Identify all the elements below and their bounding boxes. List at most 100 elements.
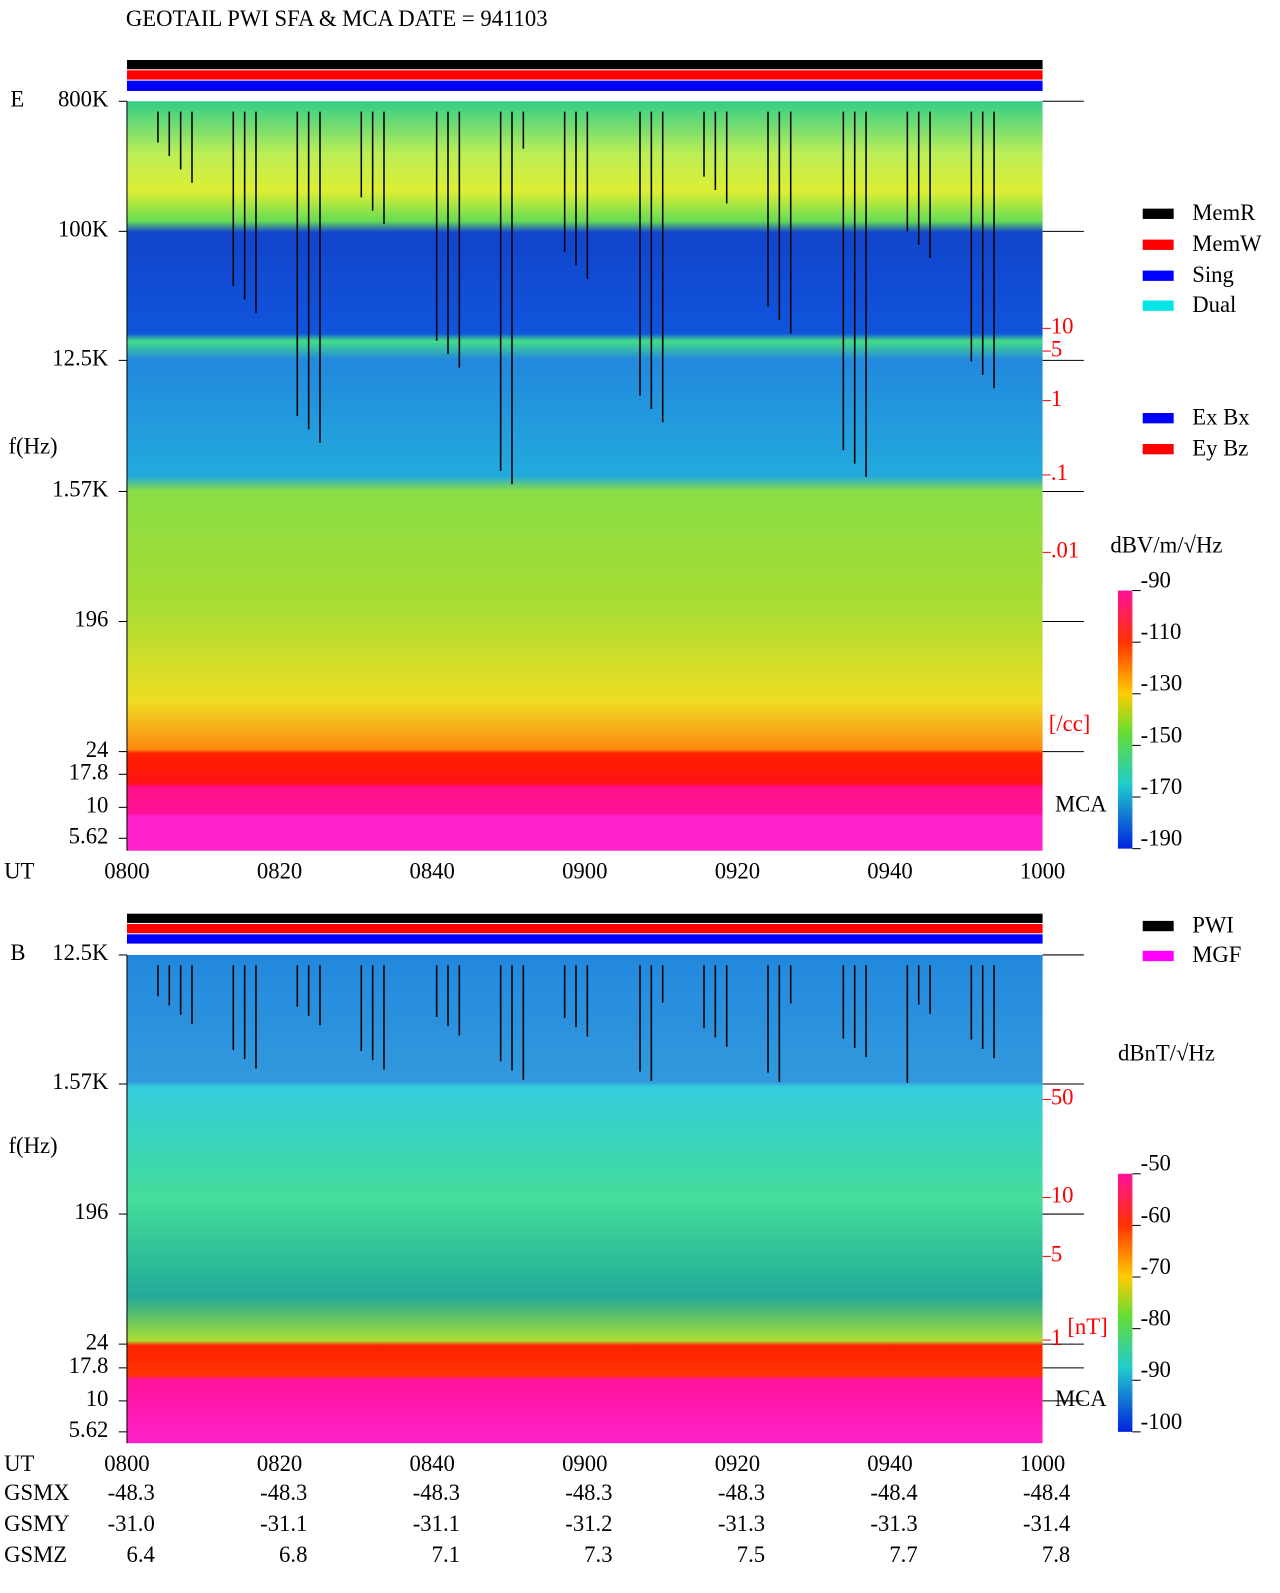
orbit-value: 7.1 [432, 1542, 460, 1567]
orbit-value: -31.3 [718, 1511, 765, 1536]
time-tick-label: 0840 [409, 859, 454, 884]
time-tick-label: 0940 [867, 859, 912, 884]
time-tick-label: 0800 [104, 859, 149, 884]
freq-tick-label: 800K [58, 86, 109, 111]
scale-tick-label: 5 [1051, 336, 1062, 361]
freq-tick-label: 10 [86, 1386, 109, 1411]
freq-tick-label: 17.8 [69, 1353, 109, 1378]
orbit-value: 7.7 [889, 1542, 917, 1567]
time-tick-label: 0820 [257, 859, 302, 884]
orbit-value: -48.3 [718, 1480, 765, 1505]
freq-tick-label: 24 [86, 737, 109, 762]
scale-tick-label: 10 [1051, 314, 1074, 339]
orbit-label: GSMY [4, 1511, 70, 1536]
colorbar-tick-label: -70 [1141, 1254, 1171, 1279]
legend-swatch [1142, 920, 1174, 932]
freq-tick-label: 17.8 [69, 760, 109, 785]
time-tick-label: 0820 [257, 1451, 302, 1476]
orbit-value: -48.3 [413, 1480, 460, 1505]
time-tick-label: 0840 [409, 1451, 454, 1476]
colorbar-unit: dBnT/√Hz [1118, 1040, 1215, 1065]
orbit-value: -31.1 [260, 1511, 307, 1536]
orbit-value: -48.4 [870, 1480, 917, 1505]
orbit-value: -48.4 [1023, 1480, 1070, 1505]
colorbar-tick-label: -110 [1141, 619, 1182, 644]
legend-label: Ex Bx [1192, 404, 1250, 429]
y-axis-label: f(Hz) [8, 433, 57, 458]
time-label: UT [4, 859, 34, 884]
colorbar-tick-label: -80 [1141, 1306, 1171, 1331]
orbit-value: -48.3 [565, 1480, 612, 1505]
colorbar-e [1117, 590, 1133, 849]
time-tick-label: 0800 [104, 1451, 149, 1476]
scale-tick-label: 50 [1051, 1085, 1074, 1110]
time-tick-label: 0900 [562, 859, 607, 884]
scale-unit: [nT] [1067, 1314, 1107, 1339]
freq-tick-label: 12.5K [52, 940, 109, 965]
scale-tick-label: .1 [1051, 460, 1068, 485]
legend-swatch [1142, 208, 1174, 219]
freq-tick-label: 100K [58, 217, 109, 242]
orbit-value: -31.4 [1023, 1511, 1070, 1536]
orbit-value: -31.1 [413, 1511, 460, 1536]
scale-unit: [/cc] [1049, 711, 1091, 736]
spectrogram-e [126, 101, 1043, 851]
colorbar-tick-label: -170 [1141, 774, 1183, 799]
legend-swatch [1142, 950, 1174, 962]
time-tick-label: 0920 [715, 859, 760, 884]
orbit-value: 6.4 [126, 1542, 154, 1567]
freq-tick-label: 24 [86, 1329, 109, 1354]
status-bars [126, 59, 1043, 944]
colorbar-tick-label: -50 [1141, 1151, 1171, 1176]
title: GEOTAIL PWI SFA & MCA DATE = 941103 [126, 6, 548, 31]
freq-tick-label: 1.57K [52, 477, 109, 502]
time-tick-label: 0900 [562, 1451, 607, 1476]
orbit-value: 7.3 [584, 1542, 612, 1567]
legend-label: PWI [1192, 912, 1234, 937]
scale-tick-label: 5 [1051, 1242, 1062, 1267]
orbit-value: -31.3 [870, 1511, 917, 1536]
legend-swatch [1142, 300, 1174, 311]
orbit-value: 7.8 [1042, 1542, 1070, 1567]
mca-label: MCA [1055, 1386, 1107, 1411]
legend-label: MGF [1192, 942, 1241, 967]
panel-label: B [10, 940, 25, 965]
legend-label: MemR [1192, 200, 1256, 225]
mca-label: MCA [1055, 792, 1107, 817]
freq-tick-label: 1.57K [52, 1069, 109, 1094]
time-tick-label: 1000 [1020, 1451, 1065, 1476]
orbit-label: GSMZ [4, 1542, 67, 1567]
time-label: UT [4, 1451, 34, 1476]
freq-tick-label: 5.62 [69, 1417, 109, 1442]
freq-tick-label: 5.62 [69, 824, 109, 849]
time-tick-label: 1000 [1020, 859, 1065, 884]
orbit-value: -31.2 [565, 1511, 612, 1536]
legend-label: Sing [1192, 262, 1234, 287]
scale-tick-label: .01 [1051, 538, 1079, 563]
colorbar-tick-label: -60 [1141, 1202, 1171, 1227]
colorbar-tick-label: -190 [1141, 826, 1183, 851]
colorbar-tick-label: -150 [1141, 722, 1183, 747]
scale-tick-label: 1 [1051, 386, 1062, 411]
colorbar-tick-label: -100 [1141, 1409, 1183, 1434]
orbit-value: 6.8 [279, 1542, 307, 1567]
freq-tick-label: 196 [74, 1199, 108, 1224]
legend-swatch [1142, 413, 1174, 424]
legend-swatch [1142, 239, 1174, 250]
legend-label: Ey Bz [1192, 435, 1248, 460]
orbit-value: -31.0 [108, 1511, 155, 1536]
panel-label: E [10, 86, 24, 111]
orbit-value: -48.3 [260, 1480, 307, 1505]
legend-swatch [1142, 443, 1174, 455]
legend-label: Dual [1192, 292, 1236, 317]
orbit-label: GSMX [4, 1480, 70, 1505]
spectrogram-b [126, 954, 1043, 1444]
scale-tick-label: 10 [1051, 1183, 1074, 1208]
scale-tick-label: 1 [1051, 1325, 1062, 1350]
colorbar-tick-label: -130 [1141, 671, 1183, 696]
y-axis-label: f(Hz) [8, 1133, 57, 1158]
orbit-value: -48.3 [108, 1480, 155, 1505]
freq-tick-label: 196 [74, 607, 108, 632]
legend-swatch [1142, 270, 1174, 281]
